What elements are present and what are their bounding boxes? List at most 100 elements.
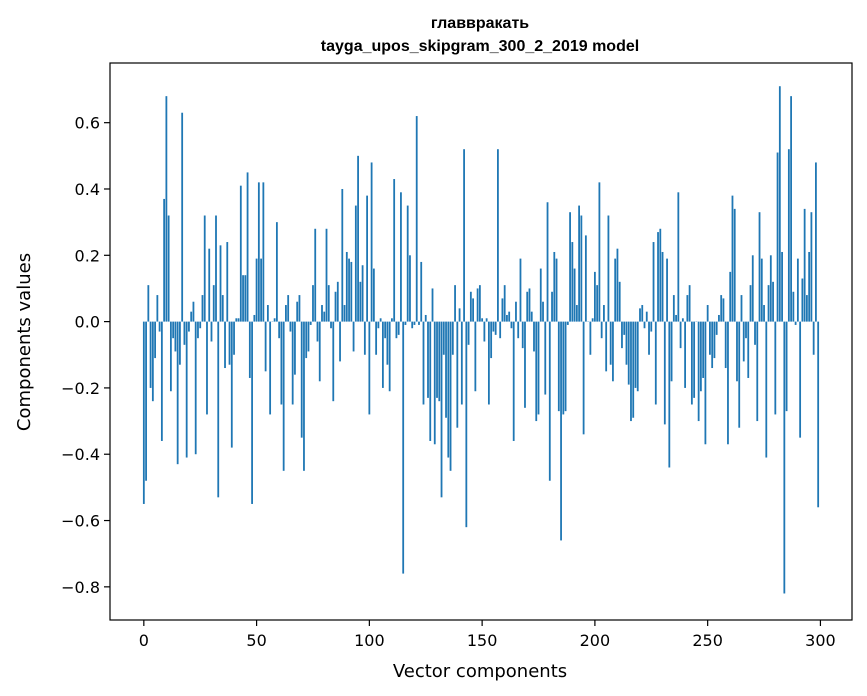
bar xyxy=(201,295,204,322)
bar xyxy=(785,321,788,412)
bar xyxy=(742,321,745,362)
bar xyxy=(246,172,249,322)
x-tick-label: 0 xyxy=(139,631,149,650)
bar xyxy=(799,321,802,438)
bar xyxy=(693,321,696,398)
bar xyxy=(506,314,508,322)
bar xyxy=(237,318,240,322)
bar xyxy=(287,295,290,322)
y-tick-label: −0.8 xyxy=(61,578,100,597)
bar xyxy=(463,149,465,322)
bar xyxy=(767,285,770,322)
bar xyxy=(172,321,175,339)
bar xyxy=(476,288,479,322)
bar xyxy=(546,202,549,322)
bar xyxy=(645,311,648,322)
bar xyxy=(497,149,499,322)
bar xyxy=(156,295,159,322)
bar xyxy=(657,232,659,322)
bar xyxy=(729,271,732,322)
y-tick-label: −0.2 xyxy=(61,379,100,398)
bar xyxy=(208,248,211,322)
bar xyxy=(627,321,630,385)
bar xyxy=(348,258,350,322)
bar xyxy=(706,305,709,322)
bar xyxy=(605,321,608,372)
bar xyxy=(460,321,463,405)
bar xyxy=(312,285,314,322)
bar xyxy=(733,208,736,322)
bar xyxy=(630,321,632,422)
bar xyxy=(542,301,544,322)
bar xyxy=(307,321,310,352)
bar xyxy=(151,321,154,402)
bar xyxy=(160,321,163,441)
bar xyxy=(294,321,296,375)
bar xyxy=(336,281,339,322)
bar xyxy=(248,321,251,378)
bar xyxy=(654,321,657,405)
bar xyxy=(774,321,777,415)
bar xyxy=(616,248,619,322)
bar xyxy=(636,321,639,392)
bar xyxy=(354,205,357,322)
bar xyxy=(303,321,305,471)
bar xyxy=(203,215,206,322)
bar xyxy=(370,162,373,322)
bar xyxy=(808,251,811,322)
bar xyxy=(291,321,294,405)
bar xyxy=(429,321,432,441)
bar xyxy=(199,321,202,329)
bar xyxy=(614,258,617,322)
bar xyxy=(555,258,558,322)
bar xyxy=(573,268,576,322)
bar xyxy=(327,285,330,322)
bar xyxy=(548,321,551,481)
bar xyxy=(600,321,603,339)
bar xyxy=(323,311,326,322)
bar xyxy=(418,321,420,325)
bar xyxy=(244,275,247,322)
bar xyxy=(578,205,580,322)
x-tick-label: 150 xyxy=(467,631,498,650)
bar xyxy=(796,258,799,322)
bar xyxy=(792,291,795,322)
x-tick-label: 250 xyxy=(692,631,723,650)
bar xyxy=(551,291,553,322)
bar xyxy=(420,261,423,322)
bar xyxy=(339,321,341,362)
bar xyxy=(273,318,276,322)
bar xyxy=(702,321,705,378)
bar xyxy=(776,152,779,322)
bar xyxy=(528,288,531,322)
bar xyxy=(760,258,763,322)
bar xyxy=(666,258,668,322)
bar xyxy=(167,215,170,322)
bar xyxy=(487,321,490,405)
bar xyxy=(690,321,693,405)
bar xyxy=(436,321,438,398)
bar xyxy=(183,321,186,345)
bar xyxy=(325,228,328,322)
bar xyxy=(379,318,382,322)
bar xyxy=(810,212,813,322)
y-tick-label: 0.0 xyxy=(75,313,100,332)
y-tick-label: −0.6 xyxy=(61,512,100,531)
bar xyxy=(519,258,522,322)
bar xyxy=(242,275,244,322)
bar xyxy=(727,321,729,445)
bar xyxy=(582,321,585,435)
bar xyxy=(397,321,400,335)
bar xyxy=(266,305,269,322)
bar xyxy=(181,112,184,322)
bar xyxy=(262,182,265,322)
bar xyxy=(618,281,621,322)
bar xyxy=(255,258,258,322)
bar xyxy=(521,321,524,349)
bar xyxy=(756,321,759,422)
bar xyxy=(652,242,655,322)
bar xyxy=(503,285,506,322)
bar xyxy=(607,215,610,322)
bar xyxy=(264,321,267,372)
bar xyxy=(634,321,637,388)
